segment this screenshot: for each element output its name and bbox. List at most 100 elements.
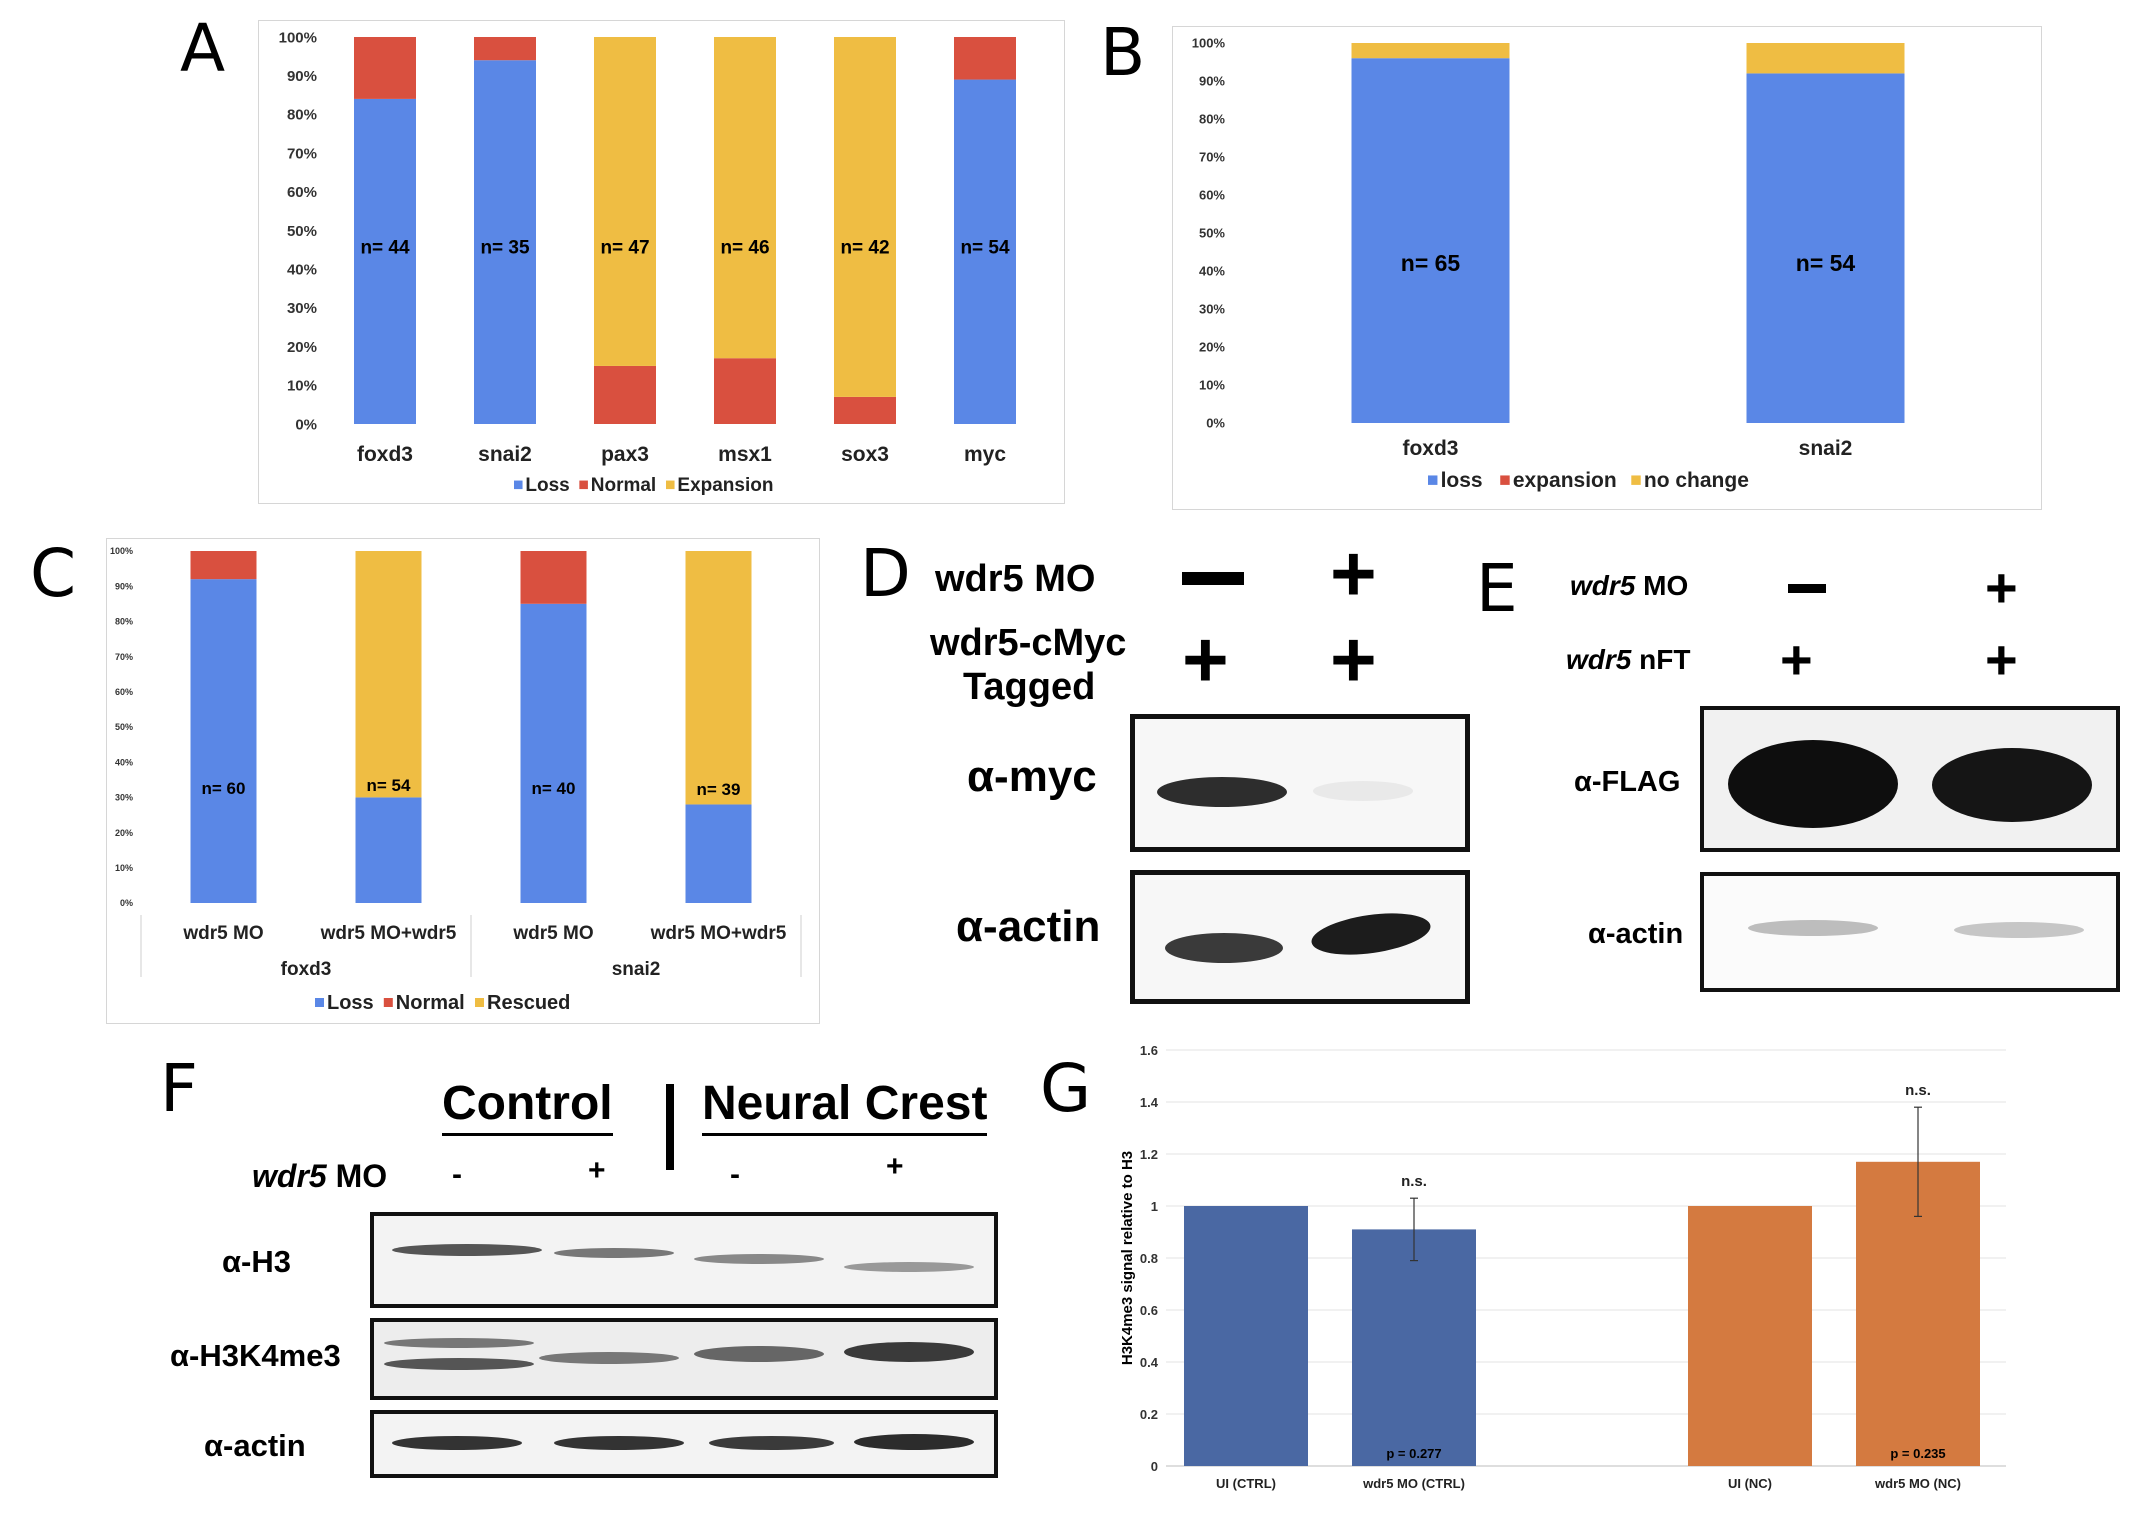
y-tick-label: 0.2	[1140, 1407, 1158, 1422]
blot-d-minus	[1182, 572, 1244, 585]
y-tick-label: 40%	[1199, 264, 1225, 279]
bar	[1352, 1229, 1476, 1466]
blot-d-antibody-actin: α-actin	[956, 902, 1101, 951]
legend-swatch	[1631, 475, 1641, 485]
n-label: n= 65	[1401, 250, 1461, 276]
legend-label: loss	[1441, 469, 1483, 492]
blot-d-row2-label-2: Tagged	[963, 666, 1096, 708]
n-label: n= 54	[367, 776, 411, 795]
x-tick-label: foxd3	[357, 443, 413, 466]
blot-e-row1-label: wdr5 MO	[1570, 570, 1688, 602]
bar-segment-normal	[954, 37, 1016, 80]
y-tick-label: 90%	[115, 581, 133, 591]
bar	[1688, 1206, 1812, 1466]
y-tick-label: 10%	[1199, 378, 1225, 393]
blot-e-antibody-flag: α-FLAG	[1574, 766, 1681, 798]
n-label: n= 35	[480, 238, 530, 259]
n-label: n= 40	[532, 779, 576, 798]
blot-f-lane-1: -	[452, 1158, 462, 1191]
n-label: n= 47	[600, 238, 649, 259]
bar-segment-loss	[474, 60, 536, 424]
bar-segment-loss	[954, 79, 1016, 424]
x-tick-label: foxd3	[1402, 437, 1458, 460]
y-tick-label: 60%	[287, 184, 317, 201]
blot-f-lane-3: -	[730, 1158, 740, 1191]
legend-label: Loss	[327, 992, 374, 1014]
bar-segment-loss	[685, 804, 752, 903]
blot-band	[1313, 781, 1413, 801]
n-label: n= 54	[1796, 250, 1856, 276]
y-tick-label: 80%	[115, 617, 133, 627]
blot-band	[1157, 777, 1287, 807]
p-value-label: p = 0.277	[1386, 1446, 1441, 1461]
blot-band	[392, 1436, 522, 1450]
panel-label-c: C	[30, 535, 77, 612]
x-tick-label: snai2	[1799, 437, 1853, 460]
blot-e-row2-suffix: nFT	[1631, 644, 1691, 675]
bar-segment-no-change	[1351, 43, 1510, 59]
legend-swatch	[1428, 475, 1438, 485]
blot-band	[384, 1338, 534, 1348]
y-tick-label: 20%	[1199, 340, 1225, 355]
chart-a-frame: 0% 10% 20% 30% 40% 50% 60% 70% 80% 90% 100% n= 44 fo…	[258, 20, 1065, 504]
bar-segment-expansion	[834, 37, 896, 397]
y-tick-label: 0%	[295, 416, 317, 433]
y-axis-title: H3K4me3 signal relative to H3	[1119, 1151, 1136, 1365]
group-label: snai2	[612, 959, 661, 980]
x-tick-label: wdr5 MO+wdr5	[320, 923, 457, 944]
blot-band	[554, 1248, 674, 1258]
blot-band	[1165, 933, 1283, 963]
blot-e-actin-membrane	[1700, 872, 2120, 992]
x-tick-label: wdr5 MO (CTRL)	[1362, 1476, 1465, 1491]
blot-d-actin-membrane	[1130, 870, 1470, 1004]
y-tick-label: 1	[1151, 1199, 1158, 1214]
y-tick-label: 20%	[115, 828, 133, 838]
y-tick-label: 40%	[287, 261, 317, 278]
bar-segment-rescued	[355, 551, 422, 798]
blot-e-plus-1: +	[1985, 556, 2018, 619]
bar	[1184, 1206, 1308, 1466]
blot-band	[709, 1436, 834, 1450]
legend-label: Loss	[525, 475, 569, 496]
legend-swatch	[514, 480, 523, 490]
y-tick-label: 50%	[1199, 226, 1225, 241]
blot-e-row1-gene: wdr5	[1570, 570, 1636, 601]
blot-e-row1-suffix: MO	[1635, 570, 1689, 601]
n-label: n= 60	[202, 779, 246, 798]
blot-band	[1748, 920, 1878, 936]
blot-d-antibody-myc: α-myc	[967, 752, 1097, 801]
blot-f-antibody-h3k4me3: α-H3K4me3	[170, 1338, 341, 1373]
panel-label-b: B	[1100, 14, 1146, 91]
legend-swatch	[579, 480, 588, 490]
y-tick-label: 100%	[279, 29, 317, 46]
blot-f-lane-2: +	[588, 1154, 606, 1187]
chart-a: 0% 10% 20% 30% 40% 50% 60% 70% 80% 90% 100% n= 44 fo…	[279, 29, 1016, 496]
blot-e-flag-membrane	[1700, 706, 2120, 852]
y-tick-label: 80%	[287, 107, 317, 124]
blot-f-antibody-actin: α-actin	[204, 1428, 306, 1463]
bar-segment-loss	[354, 98, 416, 425]
significance-label: n.s.	[1401, 1173, 1427, 1190]
y-tick-label: 0.8	[1140, 1251, 1158, 1266]
panel-label-a: A	[180, 10, 226, 87]
y-tick-label: 0.6	[1140, 1303, 1158, 1318]
blot-f-h3-membrane	[370, 1212, 998, 1308]
significance-label: n.s.	[1905, 1082, 1931, 1099]
y-tick-label: 30%	[287, 300, 317, 317]
blot-e-antibody-actin: α-actin	[1588, 918, 1684, 950]
blot-band	[694, 1346, 824, 1362]
bar-segment-normal	[354, 37, 416, 99]
blot-e-plus-2: +	[1780, 628, 1813, 691]
blot-band	[844, 1262, 974, 1272]
blot-d-myc-membrane	[1130, 714, 1470, 852]
y-tick-label: 100%	[110, 546, 133, 556]
blot-f-row-label: wdr5 MO	[252, 1158, 387, 1195]
blot-d-plus-1: +	[1330, 529, 1377, 618]
blot-band	[844, 1342, 974, 1362]
x-tick-label: UI (NC)	[1728, 1476, 1772, 1491]
bar-segment-normal	[594, 365, 656, 424]
blot-f-group-control: Control	[442, 1076, 613, 1136]
y-tick-label: 10%	[115, 863, 133, 873]
chart-b: 0% 10% 20% 30% 40% 50% 60% 70% 80% 90% 100% n= 65 fo…	[1192, 36, 1905, 492]
bar-segment-loss	[1351, 58, 1510, 423]
